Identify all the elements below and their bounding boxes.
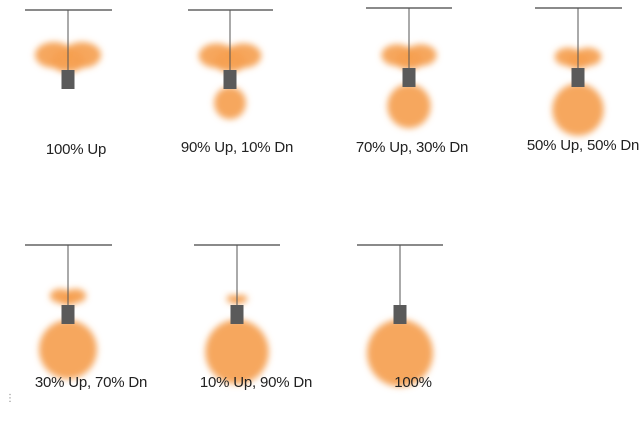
fixture-label-10-up-90-dn: 10% Up, 90% Dn [199,374,313,391]
downlight-70-up-30-dn [387,83,431,129]
fixture-100-up [25,9,112,89]
uplight-10-up-90-dn [226,294,248,305]
fixture-body [402,68,416,87]
fixture-body [230,305,244,324]
uplight-30-up-70-dn [49,288,87,306]
fixture-label-30-up-70-dn: 30% Up, 70% Dn [34,374,148,391]
downlight-100-down [367,319,433,387]
fixture-label-50-up-50-dn: 50% Up, 50% Dn [526,137,640,154]
fixture-label-100-down: 100% [394,374,432,391]
fixture-label-100-up: 100% Up [45,141,107,158]
fixture-body [61,70,75,89]
uplight-90-up-10-dn [198,43,262,73]
fixture-100-down [357,244,443,387]
downlight-30-up-70-dn [39,319,97,379]
fixture-50-up-50-dn [535,7,622,136]
fixture-10-up-90-dn [194,244,280,385]
downlight-90-up-10-dn [214,86,246,120]
fixture-30-up-70-dn [25,244,112,379]
fixture-70-up-30-dn [366,7,452,129]
uplight-100-up [35,42,101,73]
fixture-body [393,305,407,324]
fixture-label-90-up-10-dn: 90% Up, 10% Dn [180,139,294,156]
drag-handle-icon: ⋮ [5,393,15,404]
fixture-body [223,70,237,89]
fixture-body [571,68,585,87]
downlight-10-up-90-dn [205,319,269,385]
downlight-50-up-50-dn [552,83,604,136]
fixture-90-up-10-dn [188,9,273,120]
fixture-body [61,305,75,324]
fixture-label-70-up-30-dn: 70% Up, 30% Dn [355,139,469,156]
